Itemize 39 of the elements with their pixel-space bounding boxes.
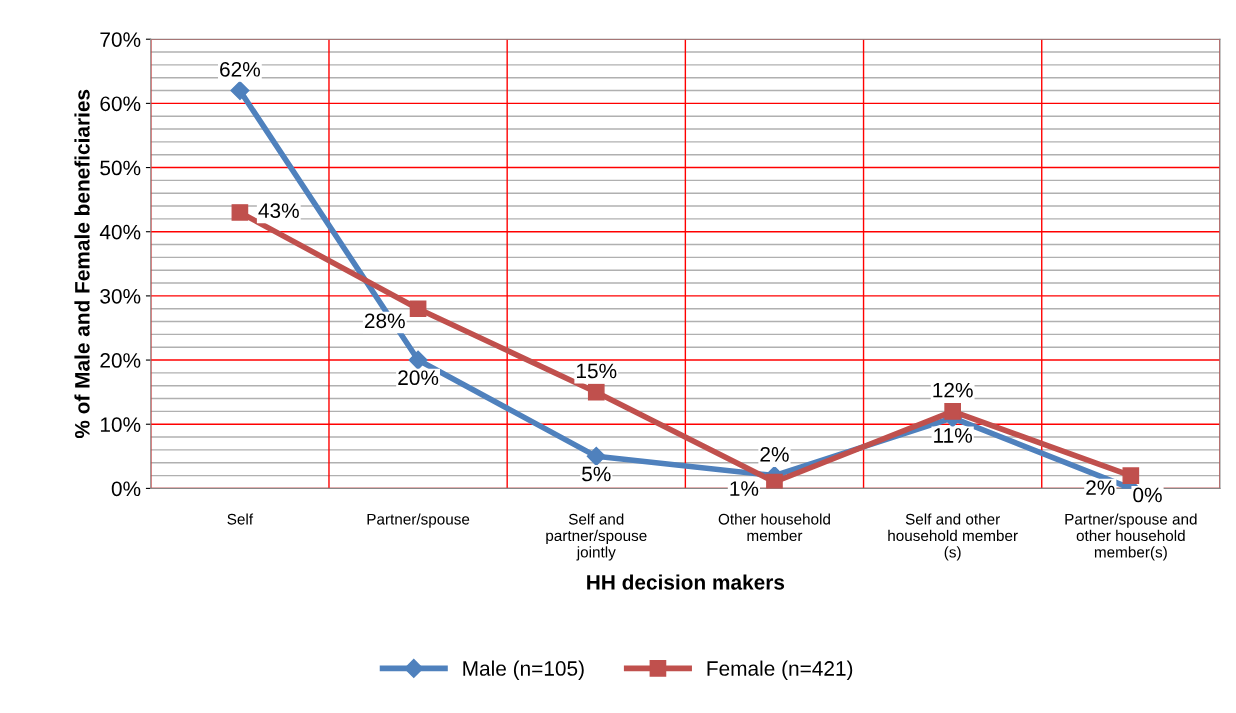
- data-label: 2%: [760, 446, 789, 462]
- y-tick-label: 70%: [100, 32, 141, 47]
- point: [231, 204, 249, 221]
- point: [944, 403, 961, 420]
- x-axis-title: HH decision makers: [587, 574, 785, 590]
- point: [408, 350, 428, 370]
- data-label: 20%: [398, 370, 439, 386]
- y-tick-label: 60%: [100, 96, 141, 112]
- legend-label: Male (n=105): [463, 660, 584, 680]
- y-tick-label: 20%: [100, 353, 141, 368]
- point: [766, 473, 783, 489]
- y-tick-label: 0%: [111, 481, 141, 497]
- point: [586, 446, 606, 466]
- data-label: 15%: [577, 363, 617, 379]
- point: [409, 300, 427, 318]
- x-tick-label: Partner/spouse and other household member(s): [1065, 513, 1197, 561]
- point: [587, 383, 605, 401]
- data-label: 0%: [1133, 487, 1162, 503]
- y-tick-label: 30%: [100, 288, 141, 304]
- legend-label: Female (n=421): [707, 660, 853, 680]
- data-label: 11%: [934, 428, 972, 443]
- point: [1122, 467, 1140, 484]
- y-axis-title: % of Male and Female beneficiaries: [74, 89, 90, 439]
- data-label: 62%: [220, 61, 260, 77]
- data-label: 2%: [1086, 480, 1115, 495]
- y-tick-label: 10%: [100, 417, 141, 432]
- x-tick-label: Other household member: [718, 513, 830, 542]
- data-label: 1%: [730, 481, 759, 496]
- data-label: 43%: [258, 203, 299, 219]
- x-tick-label: Self and other household member (s): [888, 513, 1018, 561]
- y-tick-label: 50%: [100, 160, 141, 176]
- point: [230, 81, 250, 101]
- x-tick-label: Self and partner/spouse jointly: [546, 513, 647, 561]
- data-label: 5%: [582, 466, 611, 482]
- x-tick-label: Self: [227, 513, 254, 525]
- data-label: 28%: [364, 313, 405, 329]
- x-tick-label: Partner/spouse: [367, 513, 470, 528]
- y-tick-label: 40%: [99, 224, 141, 240]
- data-label: 12%: [933, 382, 973, 398]
